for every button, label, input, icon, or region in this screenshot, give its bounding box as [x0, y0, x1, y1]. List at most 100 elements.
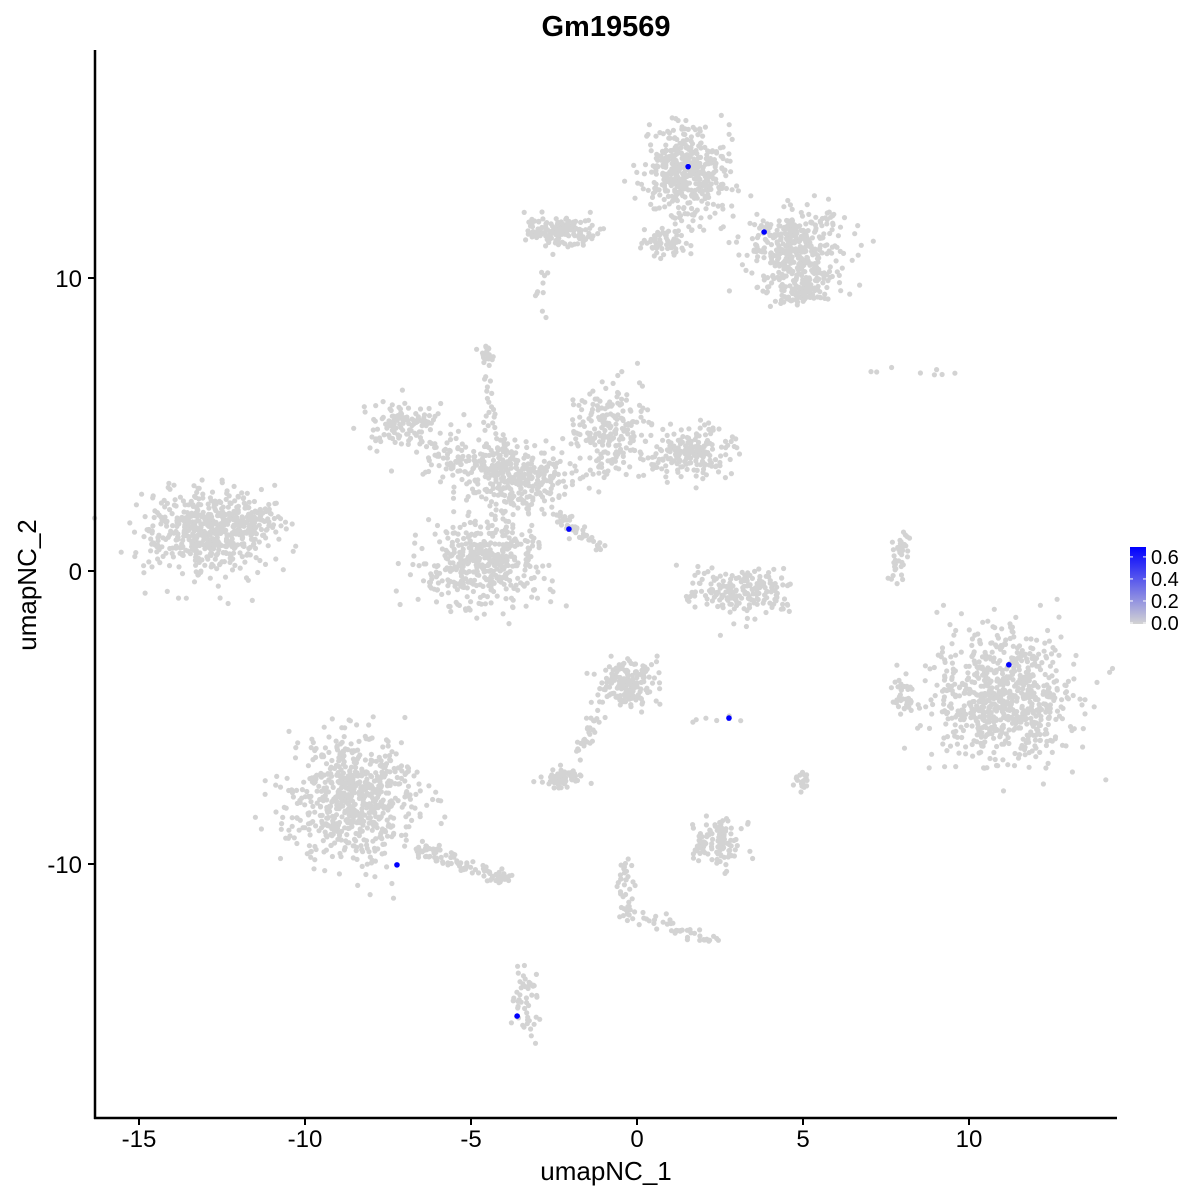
cell-point: [488, 499, 495, 505]
cell-point: [557, 458, 563, 464]
cell-point: [801, 269, 807, 275]
cell-point: [375, 805, 381, 811]
cell-point: [994, 743, 1000, 750]
cell-point: [985, 665, 991, 671]
cell-point: [673, 451, 679, 457]
cell-point: [350, 803, 356, 809]
cell-point: [507, 496, 513, 502]
cell-point: [364, 769, 370, 776]
cell-point: [378, 783, 384, 789]
cell-point: [655, 157, 661, 163]
cell-point: [984, 732, 990, 738]
cell-point: [971, 738, 977, 744]
cell-point: [535, 477, 541, 483]
cell-point: [954, 712, 960, 718]
cell-point: [308, 799, 314, 805]
cell-point: [938, 654, 944, 660]
cell-point: [231, 545, 237, 552]
cell-point: [433, 789, 439, 795]
cell-point: [908, 700, 914, 706]
cell-point: [524, 505, 530, 512]
cell-point: [560, 478, 567, 484]
cell-point: [196, 496, 202, 502]
cell-point: [1056, 713, 1063, 719]
cell-point: [320, 838, 326, 844]
cell-point: [1020, 736, 1026, 742]
cell-point: [512, 437, 518, 443]
cell-point: [626, 422, 632, 428]
cell-point: [277, 784, 284, 790]
cell-point: [1019, 658, 1025, 664]
cell-point: [784, 217, 790, 224]
cell-point: [336, 871, 342, 877]
cell-point: [893, 699, 899, 706]
cell-point: [176, 521, 182, 527]
cell-point: [733, 436, 739, 442]
cell-point: [764, 595, 770, 601]
cell-point: [450, 472, 456, 478]
cell-point: [438, 820, 444, 827]
cell-point: [943, 721, 949, 727]
cell-point: [729, 203, 735, 209]
cell-point: [907, 684, 913, 690]
cell-point: [613, 454, 619, 460]
cell-point: [915, 702, 921, 708]
cell-point: [726, 596, 732, 602]
cell-point: [398, 441, 404, 447]
cell-point: [1056, 614, 1062, 620]
cell-point: [502, 436, 508, 442]
cell-point: [626, 696, 633, 702]
cell-point: [454, 587, 460, 593]
cell-point: [152, 508, 158, 514]
cell-point: [474, 569, 480, 575]
cell-point: [141, 570, 147, 576]
cell-point: [1049, 673, 1055, 679]
cell-point: [679, 218, 685, 224]
cell-point: [461, 569, 467, 575]
cell-point: [958, 649, 964, 655]
cell-point: [797, 285, 804, 291]
cell-point: [677, 140, 683, 146]
cell-point: [944, 748, 950, 754]
cell-point: [765, 239, 771, 245]
cell-point: [1053, 678, 1060, 684]
cell-point: [146, 559, 152, 565]
cell-point: [349, 750, 355, 756]
cell-point: [691, 192, 697, 198]
cell-point: [543, 438, 549, 444]
cell-point: [192, 519, 198, 525]
cell-point: [182, 524, 188, 530]
cell-point: [293, 745, 299, 751]
cell-point: [799, 234, 805, 241]
cell-point: [613, 443, 619, 449]
cell-point: [402, 714, 408, 721]
cell-point: [573, 468, 579, 474]
cell-point: [808, 220, 814, 226]
cell-point: [463, 458, 469, 464]
cell-point: [463, 530, 469, 536]
cell-point: [193, 556, 199, 562]
cell-point: [479, 494, 485, 500]
cell-point: [415, 418, 421, 425]
cell-point: [283, 835, 289, 841]
cell-point: [987, 755, 993, 762]
cell-point: [751, 600, 757, 606]
cell-point: [892, 679, 898, 685]
cell-point: [563, 216, 569, 222]
cell-point: [653, 698, 659, 704]
cell-point: [323, 847, 329, 853]
cell-point: [729, 136, 735, 142]
cell-point: [310, 739, 316, 746]
cell-point: [405, 405, 412, 411]
cell-point: [283, 805, 289, 811]
cell-point: [481, 542, 487, 548]
cell-point: [608, 653, 614, 659]
cell-point: [622, 178, 628, 184]
cell-point: [350, 817, 356, 823]
cell-point: [419, 838, 425, 845]
cell-point: [1041, 701, 1047, 707]
cell-point: [310, 803, 316, 810]
cell-point: [557, 232, 563, 238]
cell-point: [241, 543, 247, 549]
cell-point: [1033, 745, 1039, 751]
